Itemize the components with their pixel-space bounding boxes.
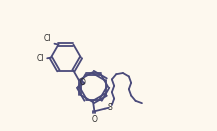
Text: O: O	[92, 115, 97, 124]
Text: Cl: Cl	[44, 34, 51, 43]
Text: S: S	[108, 103, 112, 112]
Text: O: O	[80, 78, 85, 87]
Text: Cl: Cl	[37, 54, 44, 63]
